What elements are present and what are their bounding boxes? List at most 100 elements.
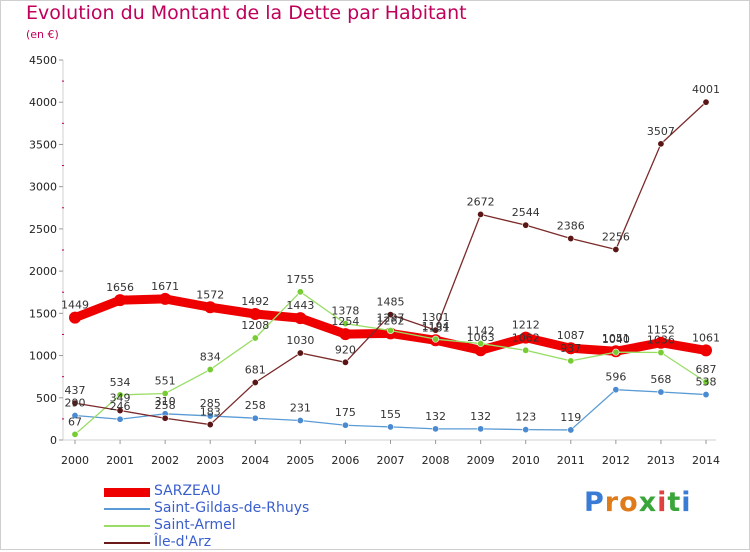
- data-point: [341, 421, 349, 429]
- data-label: 1087: [557, 329, 585, 342]
- data-label: 596: [605, 371, 626, 384]
- data-point: [432, 425, 440, 433]
- data-point: [296, 288, 304, 296]
- data-label: 1656: [106, 281, 134, 294]
- y-tick-label: 0: [50, 434, 57, 447]
- data-point: [71, 399, 79, 407]
- data-label: 3507: [647, 125, 675, 138]
- x-tick-label: 2007: [377, 454, 405, 467]
- data-point: [159, 292, 172, 305]
- data-point: [432, 335, 440, 343]
- logo-letter: i: [681, 487, 692, 518]
- x-tick-label: 2013: [647, 454, 675, 467]
- legend-label: Île-d'Arz: [154, 534, 212, 550]
- y-tick-label: 2500: [29, 223, 57, 236]
- data-label: 1755: [286, 273, 314, 286]
- data-label: 1051: [602, 332, 630, 345]
- data-label: 231: [290, 401, 311, 414]
- data-label: 1297: [377, 311, 405, 324]
- legend-label: Saint-Gildas-de-Rhuys: [154, 500, 310, 516]
- data-point: [161, 389, 169, 397]
- data-label: 2672: [467, 195, 495, 208]
- data-point: [204, 301, 217, 314]
- data-point: [69, 311, 81, 324]
- data-point: [519, 331, 532, 344]
- logo-letter: o: [619, 487, 639, 518]
- proxiti-logo: Proxiti: [584, 487, 692, 518]
- data-label: 1030: [286, 334, 314, 347]
- data-label: 285: [200, 397, 221, 410]
- x-tick-label: 2014: [692, 454, 720, 467]
- data-label: 1449: [61, 299, 89, 312]
- data-point: [251, 414, 259, 422]
- data-point: [657, 388, 665, 396]
- data-label: 119: [560, 411, 581, 424]
- data-label: 1194: [422, 320, 450, 333]
- data-point: [341, 358, 349, 366]
- data-label: 183: [200, 406, 221, 419]
- data-point: [206, 421, 214, 429]
- data-label: 1036: [647, 334, 675, 347]
- data-point: [206, 366, 214, 374]
- data-point: [251, 334, 259, 342]
- data-point: [341, 320, 349, 328]
- data-point: [71, 430, 79, 438]
- data-point: [296, 349, 304, 357]
- legend-swatch: [104, 488, 150, 497]
- data-point: [386, 326, 394, 334]
- data-point: [477, 340, 485, 348]
- data-point: [477, 210, 485, 218]
- data-point: [567, 235, 575, 243]
- chart-data-labels: 1449 1656 1671 1572 1492 1443 1254 1262 1181 1063…: [61, 83, 720, 428]
- x-tick-label: 2004: [241, 454, 269, 467]
- data-point: [477, 425, 485, 433]
- x-tick-label: 2006: [331, 454, 359, 467]
- data-label: 568: [650, 373, 671, 386]
- data-label: 1671: [151, 280, 179, 293]
- data-label: 1443: [286, 299, 314, 312]
- data-point: [522, 221, 530, 229]
- data-label: 258: [245, 399, 266, 412]
- data-point: [116, 391, 124, 399]
- x-tick-label: 2010: [512, 454, 540, 467]
- series--le-d-arz: [71, 98, 710, 429]
- data-label: 1492: [241, 295, 269, 308]
- legend-label: SARZEAU: [154, 483, 221, 499]
- data-label: 687: [696, 363, 717, 376]
- data-point: [474, 344, 487, 357]
- data-label: 1062: [512, 331, 540, 344]
- data-label: 4001: [692, 83, 720, 96]
- data-point: [386, 423, 394, 431]
- data-point: [564, 342, 577, 355]
- logo-letter: r: [604, 487, 620, 518]
- logo-letter: P: [584, 487, 605, 518]
- data-label: 258: [155, 399, 176, 412]
- data-label: 834: [200, 351, 221, 364]
- data-point: [339, 328, 352, 341]
- data-point: [612, 245, 620, 253]
- data-label: 1063: [467, 331, 495, 344]
- data-label: 1254: [331, 315, 359, 328]
- data-label: 437: [65, 384, 86, 397]
- x-tick-label: 2002: [151, 454, 179, 467]
- data-label: 132: [470, 410, 491, 423]
- data-point: [386, 311, 394, 319]
- data-point: [116, 407, 124, 415]
- data-label: 2256: [602, 230, 630, 243]
- data-label: 1061: [692, 331, 720, 344]
- x-tick-label: 2009: [467, 454, 495, 467]
- data-point: [251, 378, 259, 386]
- legend-swatch: [104, 525, 150, 527]
- data-label: 246: [110, 400, 131, 413]
- data-label: 937: [560, 342, 581, 355]
- data-point: [702, 391, 710, 399]
- data-point: [702, 378, 710, 386]
- data-label: 920: [335, 343, 356, 356]
- data-label: 123: [515, 411, 536, 424]
- x-tick-label: 2000: [61, 454, 89, 467]
- chart-title: Evolution du Montant de la Dette par Hab…: [26, 2, 467, 24]
- y-tick-label: 2000: [29, 265, 57, 278]
- data-label: 534: [110, 376, 131, 389]
- data-point: [249, 308, 262, 321]
